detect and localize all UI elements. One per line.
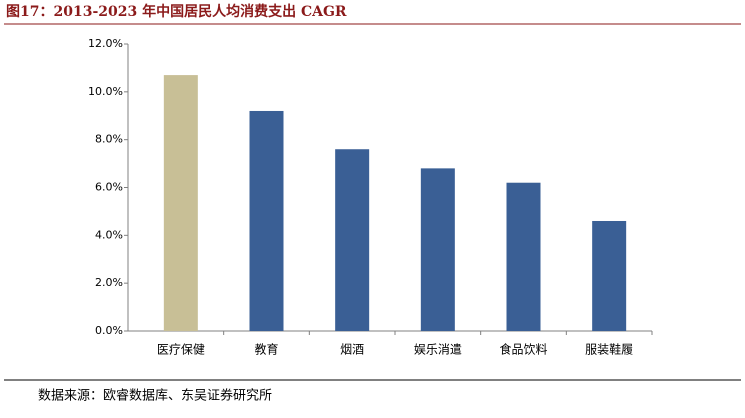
y-tick-label: 10.0%	[88, 85, 123, 98]
y-tick-label: 4.0%	[95, 228, 123, 241]
y-tick-label: 2.0%	[95, 276, 123, 289]
bar	[249, 110, 284, 331]
x-tick-label: 烟酒	[340, 343, 364, 357]
bar	[420, 168, 455, 331]
y-tick-label: 6.0%	[95, 181, 123, 194]
y-tick-label: 12.0%	[88, 37, 123, 50]
bar	[335, 149, 370, 331]
chart-title: 图17：2013-2023 年中国居民人均消费支出 CAGR	[6, 3, 347, 20]
bar	[163, 75, 198, 331]
bar	[506, 182, 541, 331]
x-tick-label: 教育	[254, 342, 278, 357]
x-tick-label: 食品饮料	[499, 342, 547, 357]
x-tick-label: 医疗保健	[157, 343, 205, 357]
y-tick-label: 0.0%	[95, 324, 123, 337]
x-tick-label: 服装鞋履	[585, 342, 633, 357]
x-tick-label: 娱乐消遣	[414, 342, 462, 357]
source-note: 数据来源：欧睿数据库、东吴证券研究所	[38, 388, 272, 404]
bar	[592, 220, 627, 331]
y-tick-label: 8.0%	[95, 133, 123, 146]
